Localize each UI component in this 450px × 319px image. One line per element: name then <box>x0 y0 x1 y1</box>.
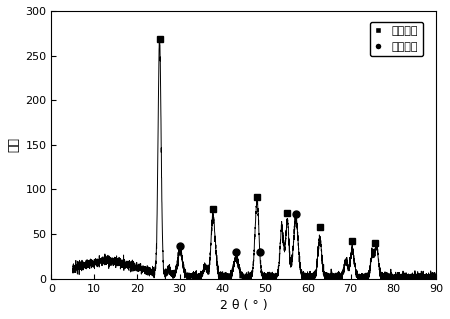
X-axis label: 2 θ ( ° ): 2 θ ( ° ) <box>220 299 268 312</box>
Legend: 二氧化钛, 镍铁氧体: 二氧化钛, 镍铁氧体 <box>369 22 423 56</box>
Y-axis label: 强度: 强度 <box>7 137 20 152</box>
